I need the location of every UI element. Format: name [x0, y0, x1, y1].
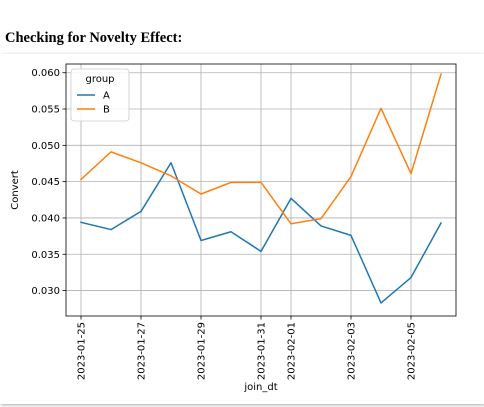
x-tick-label: 2023-01-29	[197, 322, 208, 380]
x-tick-label: 2023-02-05	[407, 322, 418, 380]
y-tick-label: 0.035	[31, 250, 60, 261]
x-tick-label: 2023-01-25	[77, 322, 88, 380]
x-tick-label: 2023-01-27	[137, 322, 148, 380]
section-heading: Checking for Novelty Effect:	[5, 30, 183, 46]
series-line-b	[79, 73, 442, 225]
x-tick-label: 2023-02-01	[287, 322, 298, 380]
legend-label-b: B	[103, 105, 110, 116]
legend-label-a: A	[103, 91, 110, 102]
x-tick-label: 2023-02-03	[347, 322, 358, 380]
chart-figure: 0.030 0.035 0.040 0.045 0.050 0.055 0.060 2023-…	[0, 54, 484, 404]
tick-layer: 0.030 0.035 0.040 0.045 0.050 0.055 0.060 2023-…	[31, 68, 417, 380]
y-axis-label: Convert	[10, 170, 21, 210]
grid-layer	[66, 64, 456, 316]
y-tick-label: 0.060	[31, 68, 60, 79]
x-tick-label: 2023-01-31	[257, 322, 268, 380]
legend-box	[70, 68, 130, 122]
y-tick-label: 0.040	[31, 213, 60, 224]
x-axis-label: join_dt	[243, 382, 277, 393]
series-line-a	[80, 162, 443, 304]
legend: group AB	[70, 68, 130, 122]
label-layer: join_dt Convert	[10, 170, 278, 393]
legend-title: group	[85, 74, 114, 85]
series-layer	[79, 73, 443, 304]
y-tick-label: 0.045	[31, 177, 60, 188]
y-tick-label: 0.050	[31, 141, 60, 152]
y-tick-label: 0.055	[31, 105, 60, 116]
line-chart: 0.030 0.035 0.040 0.045 0.050 0.055 0.060 2023-…	[10, 63, 457, 393]
y-tick-label: 0.030	[31, 286, 60, 297]
